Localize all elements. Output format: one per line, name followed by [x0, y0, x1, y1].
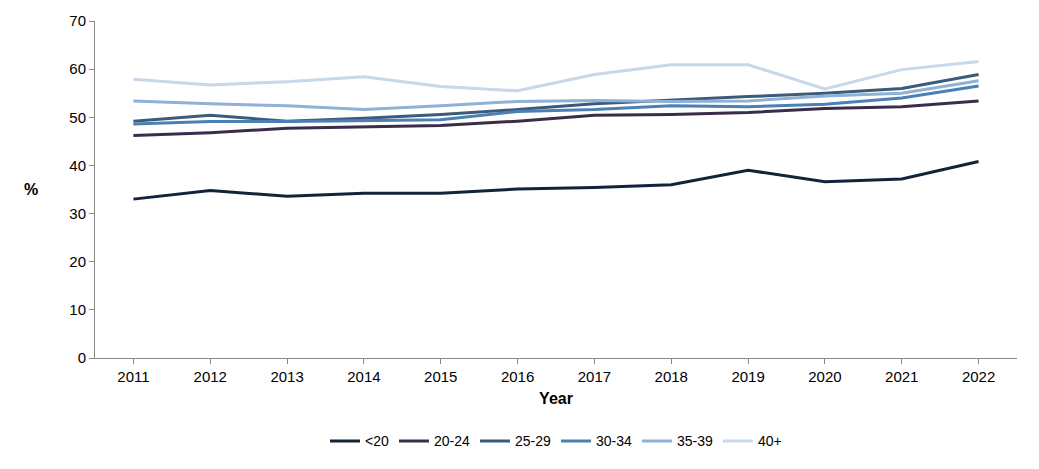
svg-text:70: 70: [69, 12, 86, 29]
svg-text:60: 60: [69, 60, 86, 77]
svg-text:0: 0: [78, 349, 86, 366]
svg-text:<20: <20: [365, 433, 389, 449]
svg-text:2022: 2022: [962, 368, 995, 385]
svg-text:%: %: [24, 181, 38, 198]
svg-text:30-34: 30-34: [596, 433, 632, 449]
svg-text:40+: 40+: [758, 433, 782, 449]
svg-text:25-29: 25-29: [515, 433, 551, 449]
svg-text:2018: 2018: [655, 368, 688, 385]
svg-text:2017: 2017: [578, 368, 611, 385]
svg-text:2021: 2021: [885, 368, 918, 385]
svg-text:40: 40: [69, 157, 86, 174]
svg-text:20-24: 20-24: [434, 433, 470, 449]
svg-text:2012: 2012: [194, 368, 227, 385]
svg-text:30: 30: [69, 205, 86, 222]
svg-text:2014: 2014: [347, 368, 380, 385]
svg-text:10: 10: [69, 301, 86, 318]
svg-text:2020: 2020: [808, 368, 841, 385]
svg-text:2015: 2015: [424, 368, 457, 385]
svg-text:35-39: 35-39: [677, 433, 713, 449]
svg-text:2019: 2019: [731, 368, 764, 385]
svg-text:Year: Year: [539, 390, 573, 407]
svg-text:50: 50: [69, 109, 86, 126]
svg-text:2016: 2016: [501, 368, 534, 385]
svg-text:20: 20: [69, 253, 86, 270]
svg-text:2011: 2011: [117, 368, 149, 385]
svg-text:2013: 2013: [270, 368, 303, 385]
